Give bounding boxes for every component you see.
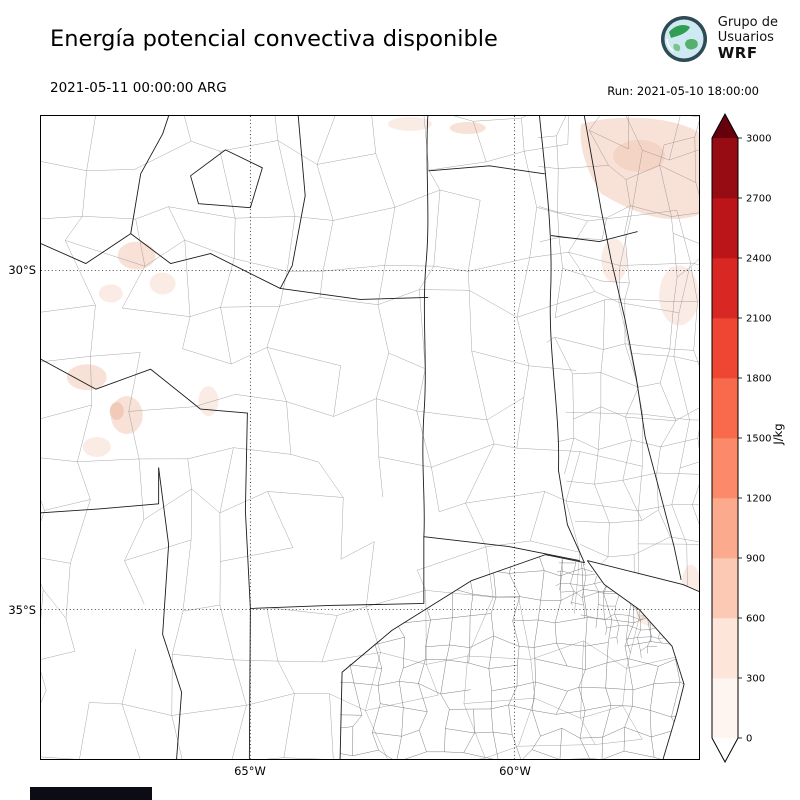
colorbar: 0 300 600 900 1200 1500 1800 2100 2400 2700 3000 bbox=[711, 112, 771, 764]
wrf-logo: Grupo de Usuarios WRF bbox=[659, 14, 778, 64]
colorbar-tick-label: 600 bbox=[746, 614, 765, 625]
colorbar-segment bbox=[712, 378, 738, 439]
colorbar-segment bbox=[712, 258, 738, 319]
colorbar-segment bbox=[712, 618, 738, 679]
colorbar-tick-label: 2400 bbox=[746, 254, 771, 265]
coastline bbox=[586, 560, 699, 759]
map-frame bbox=[40, 115, 700, 760]
logo-text-line1: Grupo de bbox=[717, 15, 778, 31]
colorbar-tick-label: 300 bbox=[746, 674, 765, 685]
colorbar-unit-label: J/kg bbox=[771, 423, 785, 445]
colorbar-tick-label: 2100 bbox=[746, 314, 771, 325]
logo-text-wrf: WRF bbox=[717, 44, 758, 63]
colorbar-tick-label: 3000 bbox=[746, 134, 771, 145]
colorbar-segment bbox=[712, 138, 738, 199]
colorbar-tick-label: 1800 bbox=[746, 374, 771, 385]
colorbar-tick-label: 2700 bbox=[746, 194, 771, 205]
colorbar-segment bbox=[712, 498, 738, 559]
logo-text-line2: Usuarios bbox=[717, 29, 774, 45]
ytick-30s: 30°S bbox=[8, 263, 36, 277]
department-mesh-northeast bbox=[537, 116, 699, 585]
water-mask bbox=[587, 560, 699, 759]
valid-time-label: 2021-05-11 00:00:00 ARG bbox=[50, 80, 227, 96]
page-title: Energía potencial convectiva disponible bbox=[50, 26, 498, 52]
colorbar-segment bbox=[712, 438, 738, 499]
map-canvas bbox=[41, 116, 699, 759]
colorbar-segment bbox=[712, 198, 738, 259]
colorbar-tick-label: 1500 bbox=[746, 434, 771, 445]
colorbar-over-arrow bbox=[712, 114, 738, 138]
colorbar-segment bbox=[712, 558, 738, 619]
department-boundaries-mesh bbox=[41, 116, 699, 759]
cape-shading bbox=[66, 116, 699, 627]
globe-icon bbox=[660, 16, 707, 62]
footer-strip bbox=[30, 787, 152, 800]
colorbar-segment bbox=[712, 678, 738, 739]
xtick-65w: 65°W bbox=[234, 764, 266, 778]
ytick-35s: 35°S bbox=[8, 603, 36, 617]
xtick-60w: 60°W bbox=[499, 764, 531, 778]
colorbar-tick-label: 1200 bbox=[746, 494, 771, 505]
colorbar-tick-label: 900 bbox=[746, 554, 765, 565]
colorbar-tick-label: 0 bbox=[746, 734, 752, 745]
colorbar-under-arrow bbox=[712, 738, 738, 762]
run-time-label: Run: 2021-05-10 18:00:00 bbox=[607, 84, 759, 98]
province-borders bbox=[41, 116, 682, 759]
colorbar-segment bbox=[712, 318, 738, 379]
logo-text: Grupo de Usuarios WRF bbox=[717, 15, 778, 63]
